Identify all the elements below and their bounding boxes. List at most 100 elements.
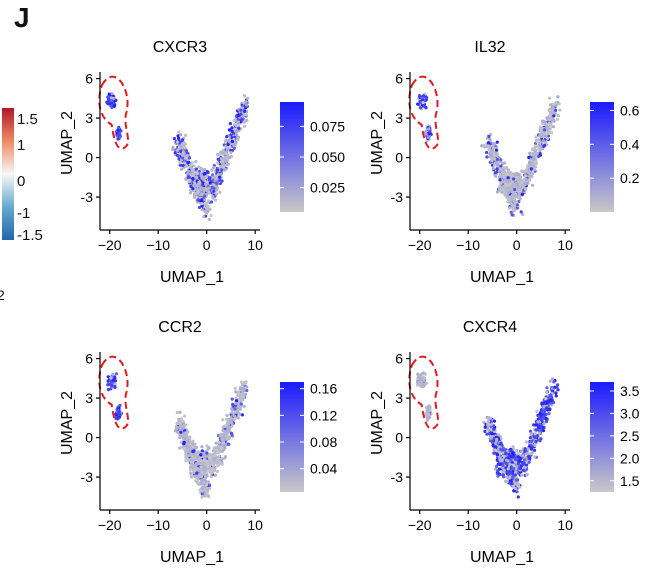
cell-point [545, 125, 549, 129]
cell-point [492, 427, 496, 431]
cell-point [417, 375, 421, 379]
cell-point [187, 449, 192, 453]
cell-point [230, 397, 234, 401]
x-tick-label: −10 [146, 237, 170, 253]
cell-point [185, 438, 189, 443]
cluster-highlight-outline [98, 355, 130, 430]
cell-point [223, 443, 228, 447]
y-tick-label: 6 [85, 351, 93, 367]
cell-point [539, 128, 543, 132]
cell-point [522, 461, 526, 465]
cell-point [558, 108, 562, 112]
cell-point [230, 407, 234, 412]
cell-point [244, 386, 248, 390]
cell-point [215, 469, 220, 474]
cell-point [548, 109, 552, 113]
cell-point [504, 462, 509, 466]
cell-point [534, 439, 538, 444]
cell-point [213, 473, 217, 477]
cell-point [516, 187, 520, 191]
cell-point [530, 172, 534, 176]
cell-point [224, 160, 228, 164]
cell-point [196, 190, 200, 194]
cell-point [197, 180, 201, 184]
cell-point [243, 392, 248, 396]
cell-point [220, 462, 224, 466]
cell-point [544, 140, 548, 144]
cell-point [189, 460, 193, 464]
cell-point [180, 167, 184, 171]
cell-point [177, 419, 181, 423]
cell-point [499, 437, 503, 441]
cell-point [209, 213, 213, 218]
cell-point [181, 436, 185, 440]
cell-point [536, 417, 540, 421]
cell-point [179, 440, 183, 444]
cell-point [216, 451, 220, 455]
cell-point [242, 120, 246, 124]
colorbar-tick-label: 0.075 [310, 118, 345, 134]
cell-point [421, 94, 425, 98]
cell-point [542, 405, 546, 409]
x-tick-label: 0 [203, 237, 211, 253]
cell-point [497, 169, 501, 173]
x-tick-label: −20 [98, 237, 122, 253]
cell-point [547, 408, 552, 412]
cell-point [536, 139, 540, 143]
cell-point [180, 426, 184, 430]
cell-point [181, 163, 185, 168]
cell-point [196, 198, 200, 202]
cell-point [184, 177, 188, 181]
cell-point [513, 487, 518, 491]
cell-point [190, 446, 194, 451]
cell-point [236, 123, 240, 127]
cell-point [527, 161, 532, 165]
cell-point [185, 164, 189, 168]
colorbar-tick-label: 0.050 [310, 149, 345, 165]
cell-point [175, 153, 179, 157]
y-tick-label: 6 [395, 71, 403, 87]
side-tick: 1.5 [17, 111, 38, 128]
cell-point [186, 169, 190, 173]
cell-point [491, 167, 495, 171]
cell-point [221, 418, 225, 422]
cell-point [416, 372, 420, 376]
cell-point [428, 405, 432, 410]
cell-point [200, 486, 204, 490]
cell-point [188, 468, 192, 472]
cell-point [488, 152, 492, 156]
cell-point [524, 452, 528, 456]
y-axis-label: UMAP_2 [369, 111, 386, 175]
cell-point [182, 440, 186, 445]
cell-point [113, 385, 117, 389]
cell-point [544, 134, 548, 138]
cell-point [503, 161, 507, 165]
cell-point [205, 474, 209, 478]
cell-point [236, 137, 240, 141]
cell-point [424, 132, 428, 136]
cell-point [193, 469, 197, 473]
cell-point [494, 445, 498, 449]
umap-plot-il32: IL32 6 3 0 -3 −20 −10 0 10 UMAP_1 UMAP_2 0.6 0.4 0.2 [369, 32, 670, 302]
cell-point [420, 384, 424, 388]
cell-point [179, 149, 183, 154]
y-axis-label: UMAP_2 [59, 391, 76, 455]
cell-point [226, 142, 230, 147]
cell-point [202, 462, 206, 466]
cell-point [520, 473, 524, 477]
cell-point [552, 380, 556, 384]
cell-point [200, 495, 204, 499]
cell-point [209, 469, 214, 473]
plot-svg: CCR2 6 3 0 -3 −20 −10 0 10 UMAP_1 UMAP_2 0.16 0.12 0.… [59, 319, 337, 566]
cell-point [421, 371, 425, 375]
cell-point [240, 117, 244, 121]
cell-point [515, 181, 519, 185]
x-tick-label: 0 [513, 237, 521, 253]
cell-point [518, 459, 522, 463]
cell-point [556, 383, 560, 387]
cell-point [541, 425, 545, 429]
cell-point [212, 454, 216, 458]
scatter-points [416, 92, 562, 217]
cell-point [236, 120, 240, 124]
cell-point [513, 471, 517, 475]
